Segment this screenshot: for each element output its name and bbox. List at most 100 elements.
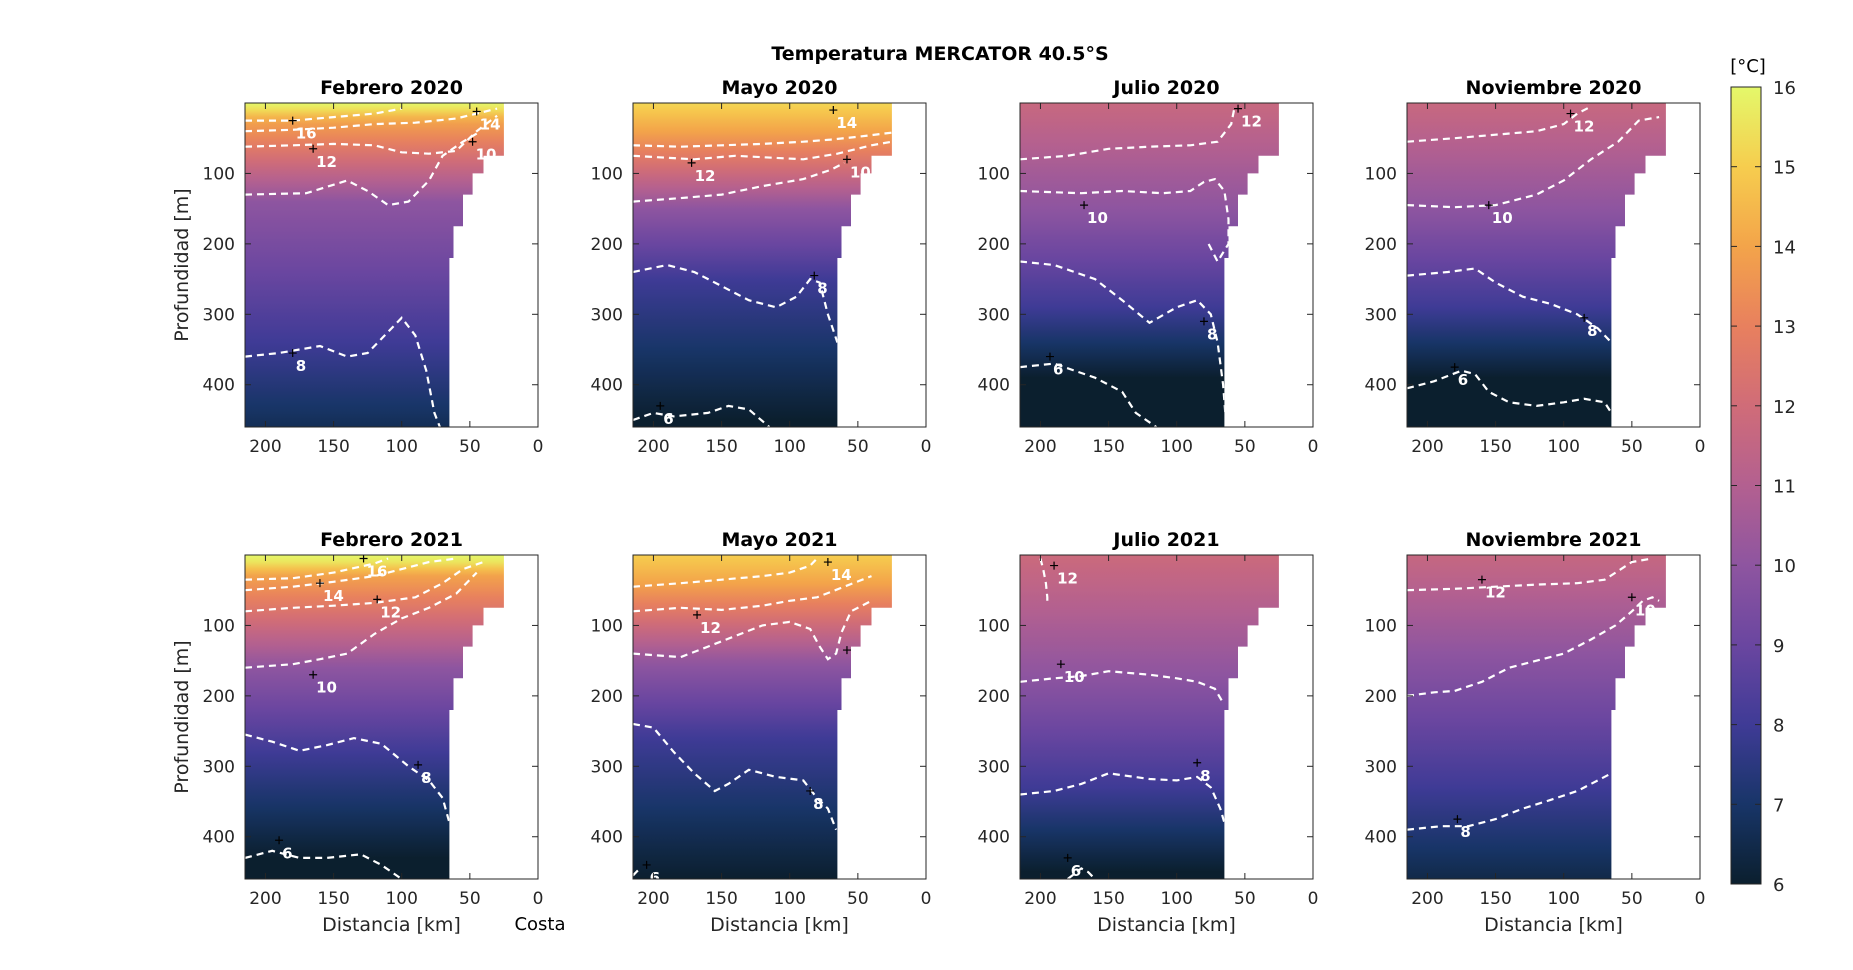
contour-12 bbox=[245, 560, 484, 613]
x-tick-label: 50 bbox=[847, 889, 869, 909]
panel-title: Noviembre 2020 bbox=[1466, 77, 1642, 99]
contour-8 bbox=[1020, 772, 1226, 824]
contour-marker bbox=[642, 860, 651, 869]
y-tick-label: 200 bbox=[1365, 235, 1397, 255]
x-tick-label: 200 bbox=[1411, 437, 1443, 457]
y-tick-label: 200 bbox=[203, 687, 235, 707]
temperature-field bbox=[1407, 555, 1666, 879]
y-tick-label: 100 bbox=[1365, 164, 1397, 184]
x-tick-label: 100 bbox=[1160, 889, 1192, 909]
x-tick-label: 0 bbox=[921, 437, 932, 457]
colorbar-tick-label: 12 bbox=[1773, 397, 1796, 418]
x-tick-label: 50 bbox=[1621, 437, 1643, 457]
contour-marker bbox=[1050, 561, 1059, 570]
x-tick-label: 50 bbox=[1621, 889, 1643, 909]
figure-title: Temperatura MERCATOR 40.5°S bbox=[771, 43, 1108, 65]
y-tick-label: 200 bbox=[978, 235, 1010, 255]
panel-7: 12 10 8 6 200 150 100 50 0 100 200 300 400 Julio 2021… bbox=[978, 529, 1319, 936]
contour-12 bbox=[245, 114, 498, 155]
contour-marker bbox=[823, 558, 832, 567]
axes-frame bbox=[244, 102, 539, 428]
x-tick-label: 100 bbox=[773, 889, 805, 909]
axes-frame bbox=[244, 554, 539, 880]
y-tick-label: 400 bbox=[203, 828, 235, 848]
contour-label: 10 bbox=[1635, 601, 1656, 619]
contour-label: 14 bbox=[323, 587, 344, 605]
x-tick-label: 150 bbox=[1092, 437, 1124, 457]
contour-8 bbox=[245, 733, 451, 823]
x-tick-label: 200 bbox=[249, 889, 281, 909]
colorbar-label: [°C] bbox=[1730, 56, 1766, 77]
x-tick-label: 150 bbox=[705, 437, 737, 457]
contour-label: 8 bbox=[1207, 325, 1217, 343]
y-tick-label: 400 bbox=[591, 828, 623, 848]
contour-marker bbox=[373, 595, 382, 604]
x-tick-label: 150 bbox=[317, 437, 349, 457]
contour-marker bbox=[693, 610, 702, 619]
contour-marker bbox=[359, 554, 368, 563]
contour-label: 8 bbox=[421, 769, 431, 787]
contour-marker bbox=[1199, 317, 1208, 326]
contour-label: 8 bbox=[1460, 823, 1470, 841]
contour-marker bbox=[842, 155, 851, 164]
temperature-field bbox=[1020, 555, 1279, 879]
x-tick-label: 150 bbox=[1092, 889, 1124, 909]
temperature-field bbox=[1020, 103, 1279, 427]
contour-6 bbox=[633, 867, 641, 877]
contour-8 bbox=[245, 316, 441, 427]
contours bbox=[1020, 109, 1236, 427]
panel-5: 16 14 12 10 8 6 200 150 100 50 0 100 200 300 400 Febrer… bbox=[171, 529, 543, 936]
y-tick-label: 400 bbox=[591, 376, 623, 396]
x-tick-label: 200 bbox=[1024, 437, 1056, 457]
x-tick-label: 0 bbox=[533, 889, 544, 909]
contour-marker bbox=[1080, 201, 1089, 210]
y-tick-label: 300 bbox=[203, 305, 235, 325]
contour-6 bbox=[633, 404, 771, 427]
panel-title: Julio 2020 bbox=[1111, 77, 1219, 99]
temperature-field bbox=[1407, 103, 1666, 427]
contour-marker bbox=[309, 144, 318, 153]
contour-marker bbox=[1484, 201, 1493, 210]
y-tick-label: 100 bbox=[591, 164, 623, 184]
contour-marker bbox=[1063, 853, 1072, 862]
contours bbox=[245, 107, 498, 427]
contour-10 bbox=[1020, 177, 1230, 264]
contour-label: 8 bbox=[1200, 767, 1210, 785]
colorbar-tick-label: 7 bbox=[1773, 795, 1784, 816]
contour-marker bbox=[1045, 352, 1054, 361]
contour-marker bbox=[468, 137, 477, 146]
contour-16 bbox=[245, 107, 402, 122]
axes-frame bbox=[1019, 554, 1314, 880]
temperature-field bbox=[245, 103, 504, 427]
colorbar-tick-label: 10 bbox=[1773, 556, 1796, 577]
x-axis-label: Distancia [km] bbox=[322, 914, 461, 936]
colorbar-tick-label: 15 bbox=[1773, 158, 1796, 179]
contour-marker bbox=[288, 116, 297, 125]
contours bbox=[1020, 558, 1226, 879]
x-tick-label: 0 bbox=[1695, 889, 1706, 909]
panel-title: Mayo 2020 bbox=[721, 77, 837, 99]
contour-label: 6 bbox=[282, 844, 292, 862]
contour-label: 14 bbox=[836, 114, 857, 132]
contour-label: 6 bbox=[1458, 371, 1468, 389]
contour-label: 12 bbox=[316, 153, 337, 171]
x-axis-label: Distancia [km] bbox=[1484, 914, 1623, 936]
y-tick-label: 400 bbox=[1365, 828, 1397, 848]
x-tick-label: 200 bbox=[249, 437, 281, 457]
contour-marker bbox=[472, 107, 481, 116]
contour-marker bbox=[1234, 104, 1243, 113]
contour-label: 8 bbox=[817, 280, 827, 298]
contour-marker bbox=[414, 760, 423, 769]
x-tick-label: 50 bbox=[847, 437, 869, 457]
x-axis-label: Distancia [km] bbox=[1097, 914, 1236, 936]
contour-10 bbox=[245, 130, 482, 207]
x-tick-label: 200 bbox=[637, 889, 669, 909]
x-tick-label: 100 bbox=[1547, 437, 1579, 457]
contour-label: 12 bbox=[695, 167, 716, 185]
x-tick-label: 150 bbox=[705, 889, 737, 909]
contour-marker bbox=[1193, 758, 1202, 767]
contour-8 bbox=[1020, 260, 1227, 421]
y-tick-label: 300 bbox=[203, 757, 235, 777]
contours bbox=[245, 557, 484, 879]
